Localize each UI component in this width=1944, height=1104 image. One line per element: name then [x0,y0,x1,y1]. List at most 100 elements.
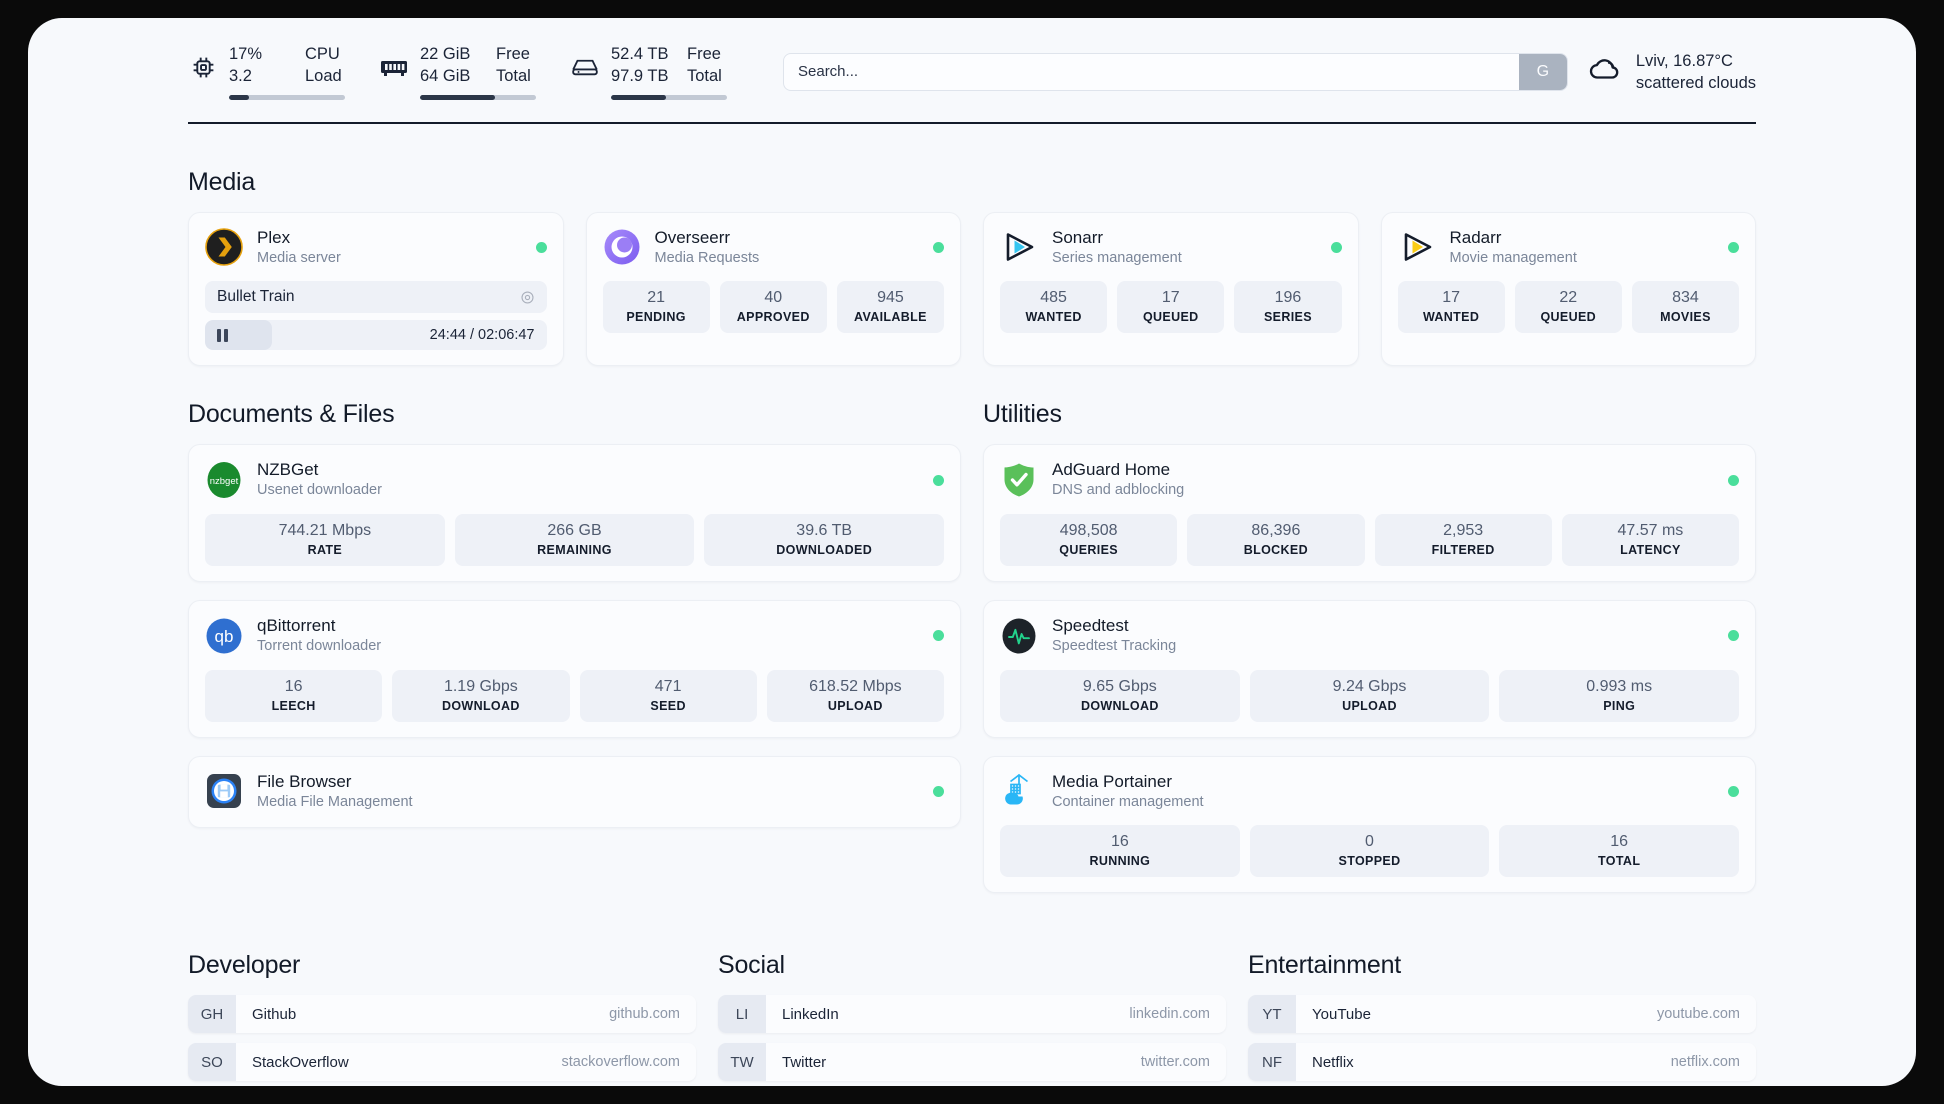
bookmark-group-entertainment: Entertainment YT YouTube youtube.com NF … [1248,951,1756,1086]
service-card-file-browser[interactable]: File Browser Media File Management [188,755,961,829]
service-card-speedtest[interactable]: Speedtest Speedtest Tracking 9.65 Gbps D… [983,599,1756,738]
now-playing-title-row: Bullet Train [205,281,547,314]
memory-label-bottom: Total [496,66,531,85]
bookmark-item[interactable]: SO StackOverflow stackoverflow.com [188,1043,696,1082]
stat-value: 2,953 [1443,521,1484,539]
service-name: AdGuard Home [1052,460,1171,480]
cpu-icon [188,52,218,82]
cpu-usage-value: 17% [229,45,263,63]
radarr-icon [1398,228,1436,266]
portainer-icon [1000,772,1038,810]
service-desc: Movie management [1449,249,1577,266]
bookmark-name: YouTube [1312,1005,1371,1023]
stat-label: TOTAL [1598,854,1641,869]
service-card-adguard[interactable]: AdGuard Home DNS and adblocking 498,508 … [983,444,1756,582]
stat-tile: 196 SERIES [1234,281,1342,334]
bookmark-abbr: SO [188,1043,236,1082]
gear-icon[interactable] [520,290,535,305]
bookmark-item[interactable]: YT YouTube youtube.com [1248,995,1756,1034]
service-desc: Container management [1052,793,1204,810]
stat-value: 618.52 Mbps [809,677,902,695]
stat-tile: 498,508 QUERIES [1000,513,1178,566]
stat-tile: 16 TOTAL [1499,825,1740,878]
stat-value: 22 [1559,289,1578,307]
weather-condition: scattered clouds [1635,73,1756,92]
bookmark-group-title: Entertainment [1248,951,1402,980]
bookmark-url: linkedin.com [1129,1006,1210,1023]
bookmark-item[interactable]: TW Twitter twitter.com [718,1043,1226,1082]
stat-tile: 39.6 TB DOWNLOADED [704,513,945,566]
stat-tile: 40 APPROVED [719,281,827,334]
stat-label: PENDING [626,310,686,325]
bookmark-abbr: GH [188,995,236,1034]
bookmark-url: github.com [609,1006,680,1023]
stat-label: SERIES [1263,310,1312,325]
stat-label: MOVIES [1660,310,1711,325]
stat-value: 47.57 ms [1617,521,1684,539]
stat-label: QUEUED [1142,310,1199,325]
adguard-icon [1000,461,1038,499]
service-card-radarr[interactable]: Radarr Movie management 17 WANTED 22 QUE… [1380,211,1756,367]
service-card-nzbget[interactable]: nzbget NZBGet Usenet downloader 74 [188,444,961,582]
pause-icon[interactable] [217,328,228,342]
stat-label: RATE [307,542,343,557]
bookmark-name: StackOverflow [252,1053,349,1071]
stat-tile: 86,396 BLOCKED [1187,513,1365,566]
bookmark-abbr: TW [718,1043,766,1082]
service-desc: Usenet downloader [257,482,382,499]
stat-disk: 52.4 TB 97.9 TB Free Total [570,44,727,100]
search-submit-button[interactable]: G [1518,53,1567,90]
stat-label: LEECH [271,698,316,713]
playback-time: 24:44 / 02:06:47 [429,327,535,344]
disk-icon [570,52,600,82]
mid-columns: Documents & Files nzbget [188,400,1756,894]
search-input[interactable] [784,53,1519,90]
status-indicator [933,474,944,486]
service-card-plex[interactable]: Plex Media server Bullet Train [188,211,564,367]
service-card-qbittorrent[interactable]: qb qBittorrent Torrent downloader [188,599,961,738]
cpu-load-value: 3.2 [229,66,252,85]
service-name: qBittorrent [257,615,336,635]
sonarr-icon [1000,228,1038,266]
header-bar: 17% 3.2 CPU Load [188,18,1756,100]
playback-progress-bar[interactable]: 24:44 / 02:06:47 [205,320,547,351]
bookmark-group-social: Social LI LinkedIn linkedin.com TW Twitt… [718,951,1226,1086]
bookmark-abbr: YT [1248,995,1296,1034]
search-bar[interactable]: G [783,52,1568,91]
system-stats: 17% 3.2 CPU Load [188,44,761,100]
stat-value: 945 [877,289,904,307]
nzbget-icon: nzbget [205,461,243,499]
stat-label: STOPPED [1338,854,1401,869]
section-documents: Documents & Files nzbget [188,400,961,893]
stat-label: PING [1603,698,1636,713]
status-indicator [933,630,944,642]
stat-tile: 0.993 ms PING [1499,669,1740,722]
stat-tile: 266 GB REMAINING [454,513,695,566]
speedtest-icon [1000,617,1038,655]
service-card-overseerr[interactable]: Overseerr Media Requests 21 PENDING 40 A… [585,211,961,367]
stat-label: UPLOAD [827,698,883,713]
section-title-utilities: Utilities [983,400,1062,429]
section-utilities: Utilities AdGuard Home [983,400,1756,894]
disk-label-top: Free [687,45,721,63]
bookmark-group-title: Developer [188,951,301,980]
service-card-sonarr[interactable]: Sonarr Series management 485 WANTED 17 Q… [983,211,1359,367]
bookmark-item[interactable]: NF Netflix netflix.com [1248,1043,1756,1082]
status-indicator [1330,241,1342,253]
stat-tile: 17 WANTED [1397,281,1505,334]
weather-location-temp: Lviv, 16.87°C [1635,51,1733,70]
bookmark-item[interactable]: LI LinkedIn linkedin.com [718,995,1226,1034]
stat-value: 498,508 [1059,521,1118,539]
bookmark-name: LinkedIn [782,1005,839,1023]
service-card-portainer[interactable]: Media Portainer Container management 16 … [983,755,1756,894]
stat-value: 9.65 Gbps [1082,677,1157,695]
service-desc: Series management [1052,249,1182,266]
stat-value: 39.6 TB [796,521,853,539]
stat-value: 17 [1442,289,1460,307]
stat-value: 17 [1161,289,1180,307]
service-desc: DNS and adblocking [1052,482,1185,499]
stat-label: SEED [650,698,686,713]
stat-tile: 21 PENDING [602,281,710,334]
bookmark-item[interactable]: GH Github github.com [188,995,696,1034]
service-desc: Media server [257,249,341,266]
